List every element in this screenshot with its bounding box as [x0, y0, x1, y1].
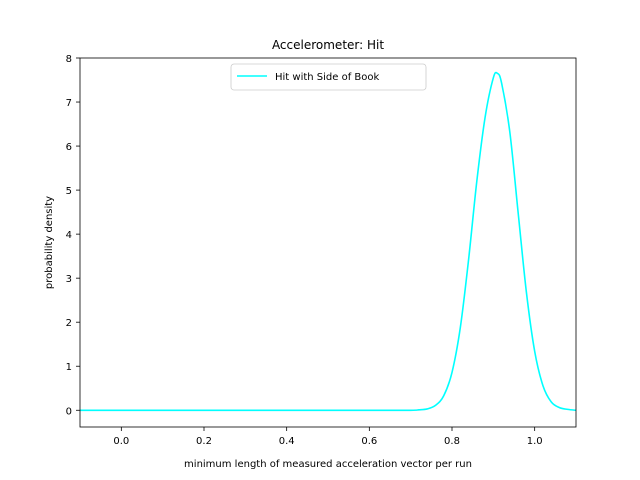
x-tick-label: 0.2 [196, 436, 212, 447]
x-axis-label: minimum length of measured acceleration … [184, 459, 472, 470]
y-tick-label: 3 [66, 274, 72, 285]
y-tick-label: 4 [66, 230, 72, 241]
x-tick-label: 0.6 [361, 436, 377, 447]
ticks: 0.0 0.2 0.4 0.6 0.8 1.0 0 1 2 3 4 5 6 7 8 [66, 54, 543, 447]
x-tick-label: 0.4 [279, 436, 295, 447]
plot-area [80, 58, 576, 427]
y-axis-label: probability density [44, 196, 55, 289]
y-tick-label: 8 [66, 54, 72, 65]
x-tick-label: 0.0 [113, 436, 129, 447]
legend-label: Hit with Side of Book [275, 72, 380, 83]
plot-frame [79, 57, 577, 428]
y-tick-label: 0 [66, 406, 72, 417]
y-tick-label: 6 [66, 142, 72, 153]
y-tick-label: 2 [66, 318, 72, 329]
y-tick-label: 1 [66, 362, 72, 373]
x-tick-label: 0.8 [444, 436, 460, 447]
y-tick-label: 7 [66, 98, 72, 109]
series-line-hit-with-side-of-book [79, 71, 577, 412]
legend: Hit with Side of Book [230, 63, 427, 91]
y-tick-label: 5 [66, 186, 72, 197]
x-tick-label: 1.0 [527, 436, 543, 447]
legend-box [230, 63, 427, 91]
chart-title: Accelerometer: Hit [272, 38, 384, 52]
